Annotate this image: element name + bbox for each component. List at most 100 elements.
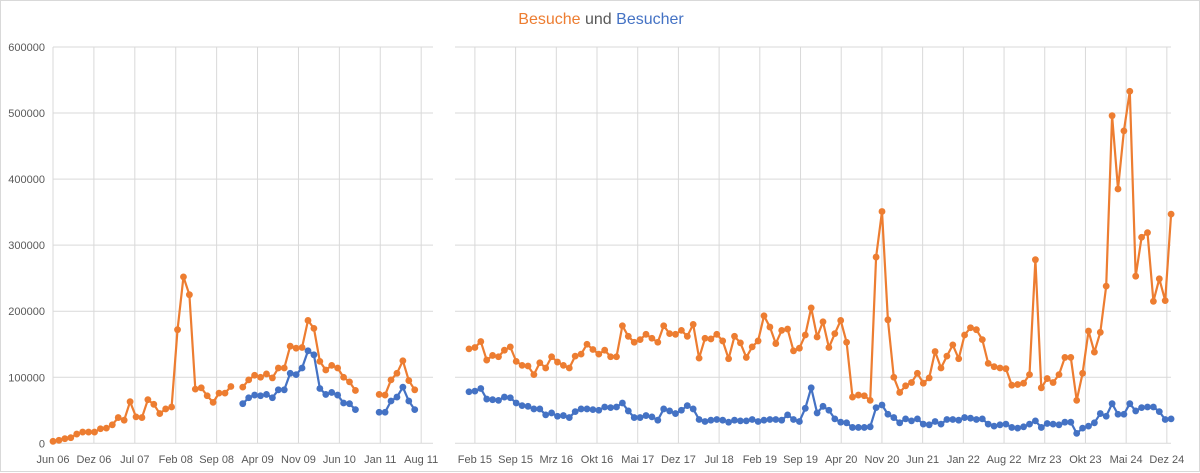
data-point-visitors bbox=[1085, 422, 1092, 430]
data-point-visits bbox=[269, 374, 276, 382]
data-point-visitors bbox=[654, 416, 662, 424]
data-point-visitors bbox=[471, 387, 479, 395]
data-point-visits bbox=[518, 361, 526, 369]
data-point-visits bbox=[967, 324, 974, 332]
data-point-visitors bbox=[1114, 410, 1122, 418]
data-point-visits bbox=[790, 347, 797, 355]
data-point-visits bbox=[737, 339, 744, 347]
data-point-visits bbox=[849, 393, 856, 401]
data-point-visits bbox=[919, 379, 927, 387]
data-point-visitors bbox=[399, 383, 407, 391]
data-point-visitors bbox=[1026, 420, 1033, 428]
data-point-visits bbox=[683, 332, 691, 340]
data-point-visits bbox=[754, 337, 762, 345]
data-point-visits bbox=[760, 312, 768, 320]
data-point-visitors bbox=[819, 402, 827, 410]
data-point-visitors bbox=[896, 419, 904, 427]
data-point-visits bbox=[925, 374, 933, 382]
data-point-visits bbox=[465, 345, 473, 353]
data-point-visitors bbox=[624, 407, 632, 415]
data-point-visits bbox=[624, 332, 632, 340]
data-point-visits bbox=[1132, 272, 1140, 280]
data-point-visits bbox=[536, 359, 544, 367]
data-point-visitors bbox=[340, 399, 347, 407]
data-point-visits bbox=[937, 364, 945, 372]
data-point-visits bbox=[742, 354, 750, 361]
data-point-visitors bbox=[695, 416, 703, 423]
data-point-visitors bbox=[961, 414, 968, 421]
x-tick-label: Sep 19 bbox=[783, 454, 818, 466]
data-point-visits bbox=[772, 340, 780, 347]
data-point-visitors bbox=[931, 418, 939, 425]
data-point-visitors bbox=[477, 385, 485, 392]
data-point-visitors bbox=[766, 416, 774, 423]
data-point-visits bbox=[695, 354, 703, 362]
data-point-visitors bbox=[784, 411, 791, 419]
data-point-visits bbox=[393, 369, 401, 377]
data-point-visitors bbox=[825, 406, 833, 414]
data-point-visits bbox=[565, 364, 573, 372]
data-point-visitors bbox=[274, 386, 282, 394]
data-point-visits bbox=[1085, 327, 1092, 335]
data-point-visits bbox=[560, 361, 567, 369]
data-point-visitors bbox=[1037, 424, 1045, 431]
data-point-visitors bbox=[489, 396, 496, 404]
data-point-visits bbox=[85, 428, 92, 436]
y-tick-label: 0 bbox=[39, 438, 45, 450]
data-point-visitors bbox=[666, 407, 673, 415]
data-point-visitors bbox=[269, 394, 276, 402]
data-point-visits bbox=[784, 325, 791, 333]
data-point-visitors bbox=[837, 418, 845, 426]
data-point-visitors bbox=[1091, 419, 1098, 427]
data-point-visitors bbox=[1055, 421, 1063, 429]
data-point-visits bbox=[1043, 375, 1051, 382]
data-point-visits bbox=[55, 436, 63, 444]
data-point-visits bbox=[1167, 210, 1175, 218]
data-point-visitors bbox=[589, 406, 597, 414]
data-point-visitors bbox=[613, 403, 620, 411]
data-point-visits bbox=[660, 322, 668, 330]
data-point-visitors bbox=[796, 418, 803, 425]
data-point-visits bbox=[405, 377, 413, 384]
x-tick-label: Feb 08 bbox=[159, 454, 193, 466]
data-point-visitors bbox=[955, 416, 963, 424]
data-point-visitors bbox=[813, 409, 821, 417]
data-point-visitors bbox=[286, 369, 294, 377]
title-series-visits: Besuche bbox=[518, 11, 581, 28]
data-point-visitors bbox=[328, 389, 336, 396]
data-point-visitors bbox=[1043, 420, 1051, 427]
data-point-visitors bbox=[1167, 415, 1175, 423]
data-point-visits bbox=[150, 400, 158, 408]
x-tick-label: Feb 15 bbox=[458, 454, 492, 466]
data-point-visitors bbox=[807, 384, 815, 392]
data-point-visitors bbox=[636, 414, 644, 421]
data-point-visits bbox=[1126, 87, 1134, 95]
data-point-visitors bbox=[560, 412, 567, 419]
data-point-visits bbox=[512, 357, 520, 365]
data-point-visitors bbox=[648, 413, 656, 421]
data-point-visitors bbox=[1144, 403, 1151, 411]
data-point-visitors bbox=[352, 406, 359, 414]
data-point-visits bbox=[1114, 185, 1122, 193]
data-point-visitors bbox=[878, 401, 886, 409]
data-point-visits bbox=[766, 323, 774, 331]
data-point-visits bbox=[731, 332, 738, 340]
x-tick-label: Apr 09 bbox=[241, 454, 273, 466]
data-point-visitors bbox=[322, 391, 330, 398]
data-point-visits bbox=[896, 389, 904, 396]
data-point-visits bbox=[483, 356, 491, 364]
data-point-visits bbox=[506, 343, 514, 351]
data-point-visits bbox=[346, 378, 353, 386]
data-point-visitors bbox=[601, 403, 609, 411]
x-tick-label: Nov 20 bbox=[865, 454, 900, 466]
data-point-visitors bbox=[754, 418, 762, 425]
data-point-visitors bbox=[310, 351, 318, 359]
data-point-visits bbox=[144, 396, 152, 404]
data-point-visitors bbox=[375, 408, 383, 416]
data-point-visitors bbox=[577, 405, 585, 413]
data-point-visits bbox=[619, 322, 626, 330]
data-point-visitors bbox=[619, 399, 626, 407]
x-tick-label: Mai 24 bbox=[1110, 454, 1143, 466]
data-point-visitors bbox=[1126, 400, 1134, 408]
